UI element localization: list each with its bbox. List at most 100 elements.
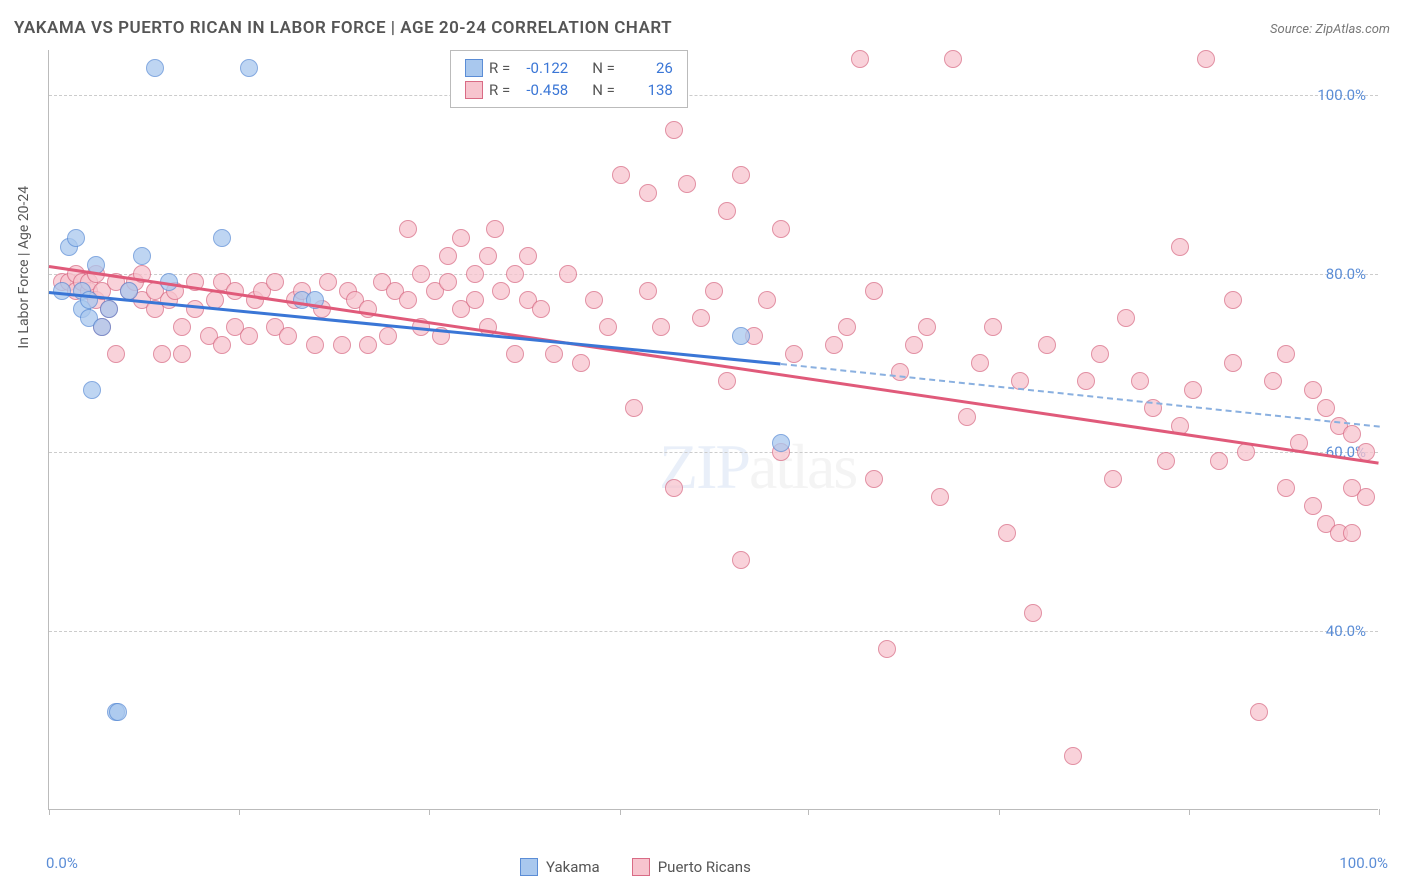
scatter-point-pr	[1304, 497, 1322, 515]
pr-swatch	[465, 81, 483, 99]
scatter-point-pr	[944, 50, 962, 68]
scatter-point-pr	[718, 372, 736, 390]
watermark-brand-b: atlas	[749, 431, 856, 502]
scatter-point-pr	[1184, 381, 1202, 399]
source-attribution: Source: ZipAtlas.com	[1270, 22, 1390, 37]
scatter-point-pr	[506, 265, 524, 283]
scatter-point-pr	[1357, 488, 1375, 506]
scatter-point-pr	[173, 318, 191, 336]
scatter-point-pr	[665, 121, 683, 139]
scatter-point-pr	[1210, 452, 1228, 470]
scatter-point-pr	[439, 273, 457, 291]
scatter-point-pr	[1077, 372, 1095, 390]
scatter-point-yakama	[100, 300, 118, 318]
watermark: ZIPatlas	[659, 430, 856, 504]
scatter-point-yakama	[146, 59, 164, 77]
scatter-point-pr	[1024, 604, 1042, 622]
y-axis-label: In Labor Force | Age 20-24	[16, 186, 32, 349]
scatter-point-pr	[466, 291, 484, 309]
scatter-point-pr	[1237, 443, 1255, 461]
scatter-point-yakama	[240, 59, 258, 77]
pr-n-value: 138	[621, 81, 673, 99]
scatter-point-pr	[486, 220, 504, 238]
scatter-point-pr	[825, 336, 843, 354]
y-tick-label: 80.0%	[1326, 265, 1366, 283]
scatter-point-pr	[399, 291, 417, 309]
scatter-point-pr	[479, 247, 497, 265]
scatter-point-pr	[492, 282, 510, 300]
gridline	[49, 631, 1378, 632]
gridline	[49, 274, 1378, 275]
scatter-point-pr	[998, 524, 1016, 542]
x-axis-min-label: 0.0%	[46, 854, 78, 872]
scatter-point-yakama	[67, 229, 85, 247]
scatter-point-pr	[678, 175, 696, 193]
stats-legend-row-yakama: R = -0.122 N = 26	[465, 57, 673, 79]
chart-container: YAKAMA VS PUERTO RICAN IN LABOR FORCE | …	[0, 0, 1406, 892]
scatter-point-pr	[1171, 238, 1189, 256]
scatter-point-pr	[705, 282, 723, 300]
yakama-n-value: 26	[621, 59, 673, 77]
yakama-swatch	[465, 59, 483, 77]
scatter-point-pr	[599, 318, 617, 336]
scatter-point-pr	[1317, 399, 1335, 417]
scatter-point-pr	[439, 247, 457, 265]
scatter-point-pr	[186, 300, 204, 318]
legend-item-pr: Puerto Ricans	[632, 858, 751, 876]
chart-title: YAKAMA VS PUERTO RICAN IN LABOR FORCE | …	[14, 18, 672, 38]
scatter-point-pr	[918, 318, 936, 336]
x-tick	[239, 809, 240, 815]
scatter-point-pr	[452, 229, 470, 247]
scatter-point-pr	[1131, 372, 1149, 390]
scatter-point-pr	[559, 265, 577, 283]
n-label: N =	[592, 81, 615, 99]
scatter-point-pr	[319, 273, 337, 291]
x-tick	[999, 809, 1000, 815]
scatter-point-pr	[838, 318, 856, 336]
scatter-point-pr	[1224, 354, 1242, 372]
scatter-point-pr	[1250, 703, 1268, 721]
scatter-point-pr	[306, 336, 324, 354]
series-legend: Yakama Puerto Ricans	[520, 858, 751, 876]
scatter-point-pr	[1157, 452, 1175, 470]
scatter-point-pr	[772, 220, 790, 238]
scatter-point-pr	[399, 220, 417, 238]
scatter-point-pr	[519, 247, 537, 265]
x-tick	[1379, 809, 1380, 815]
r-label: R =	[489, 81, 510, 99]
scatter-point-pr	[984, 318, 1002, 336]
scatter-point-pr	[1091, 345, 1109, 363]
x-axis-max-label: 100.0%	[1339, 854, 1388, 872]
scatter-point-pr	[971, 354, 989, 372]
scatter-point-pr	[718, 202, 736, 220]
scatter-point-pr	[612, 166, 630, 184]
x-tick	[1189, 809, 1190, 815]
stats-legend-row-pr: R = -0.458 N = 138	[465, 79, 673, 101]
scatter-point-pr	[1277, 479, 1295, 497]
scatter-point-pr	[625, 399, 643, 417]
x-tick	[620, 809, 621, 815]
yakama-label: Yakama	[546, 858, 600, 876]
scatter-point-pr	[266, 273, 284, 291]
scatter-point-pr	[359, 336, 377, 354]
scatter-point-pr	[379, 327, 397, 345]
scatter-point-pr	[333, 336, 351, 354]
scatter-point-pr	[865, 470, 883, 488]
scatter-point-pr	[240, 327, 258, 345]
scatter-point-pr	[758, 291, 776, 309]
scatter-point-pr	[213, 336, 231, 354]
x-tick	[49, 809, 50, 815]
scatter-point-pr	[1264, 372, 1282, 390]
scatter-point-pr	[851, 50, 869, 68]
scatter-point-pr	[785, 345, 803, 363]
scatter-point-pr	[412, 265, 430, 283]
scatter-point-yakama	[93, 318, 111, 336]
scatter-point-yakama	[133, 247, 151, 265]
plot-area: ZIPatlas 40.0%60.0%80.0%100.0%	[48, 50, 1378, 810]
r-label: R =	[489, 59, 510, 77]
n-label: N =	[592, 59, 615, 77]
scatter-point-pr	[585, 291, 603, 309]
scatter-point-pr	[572, 354, 590, 372]
scatter-point-pr	[279, 327, 297, 345]
scatter-point-pr	[905, 336, 923, 354]
